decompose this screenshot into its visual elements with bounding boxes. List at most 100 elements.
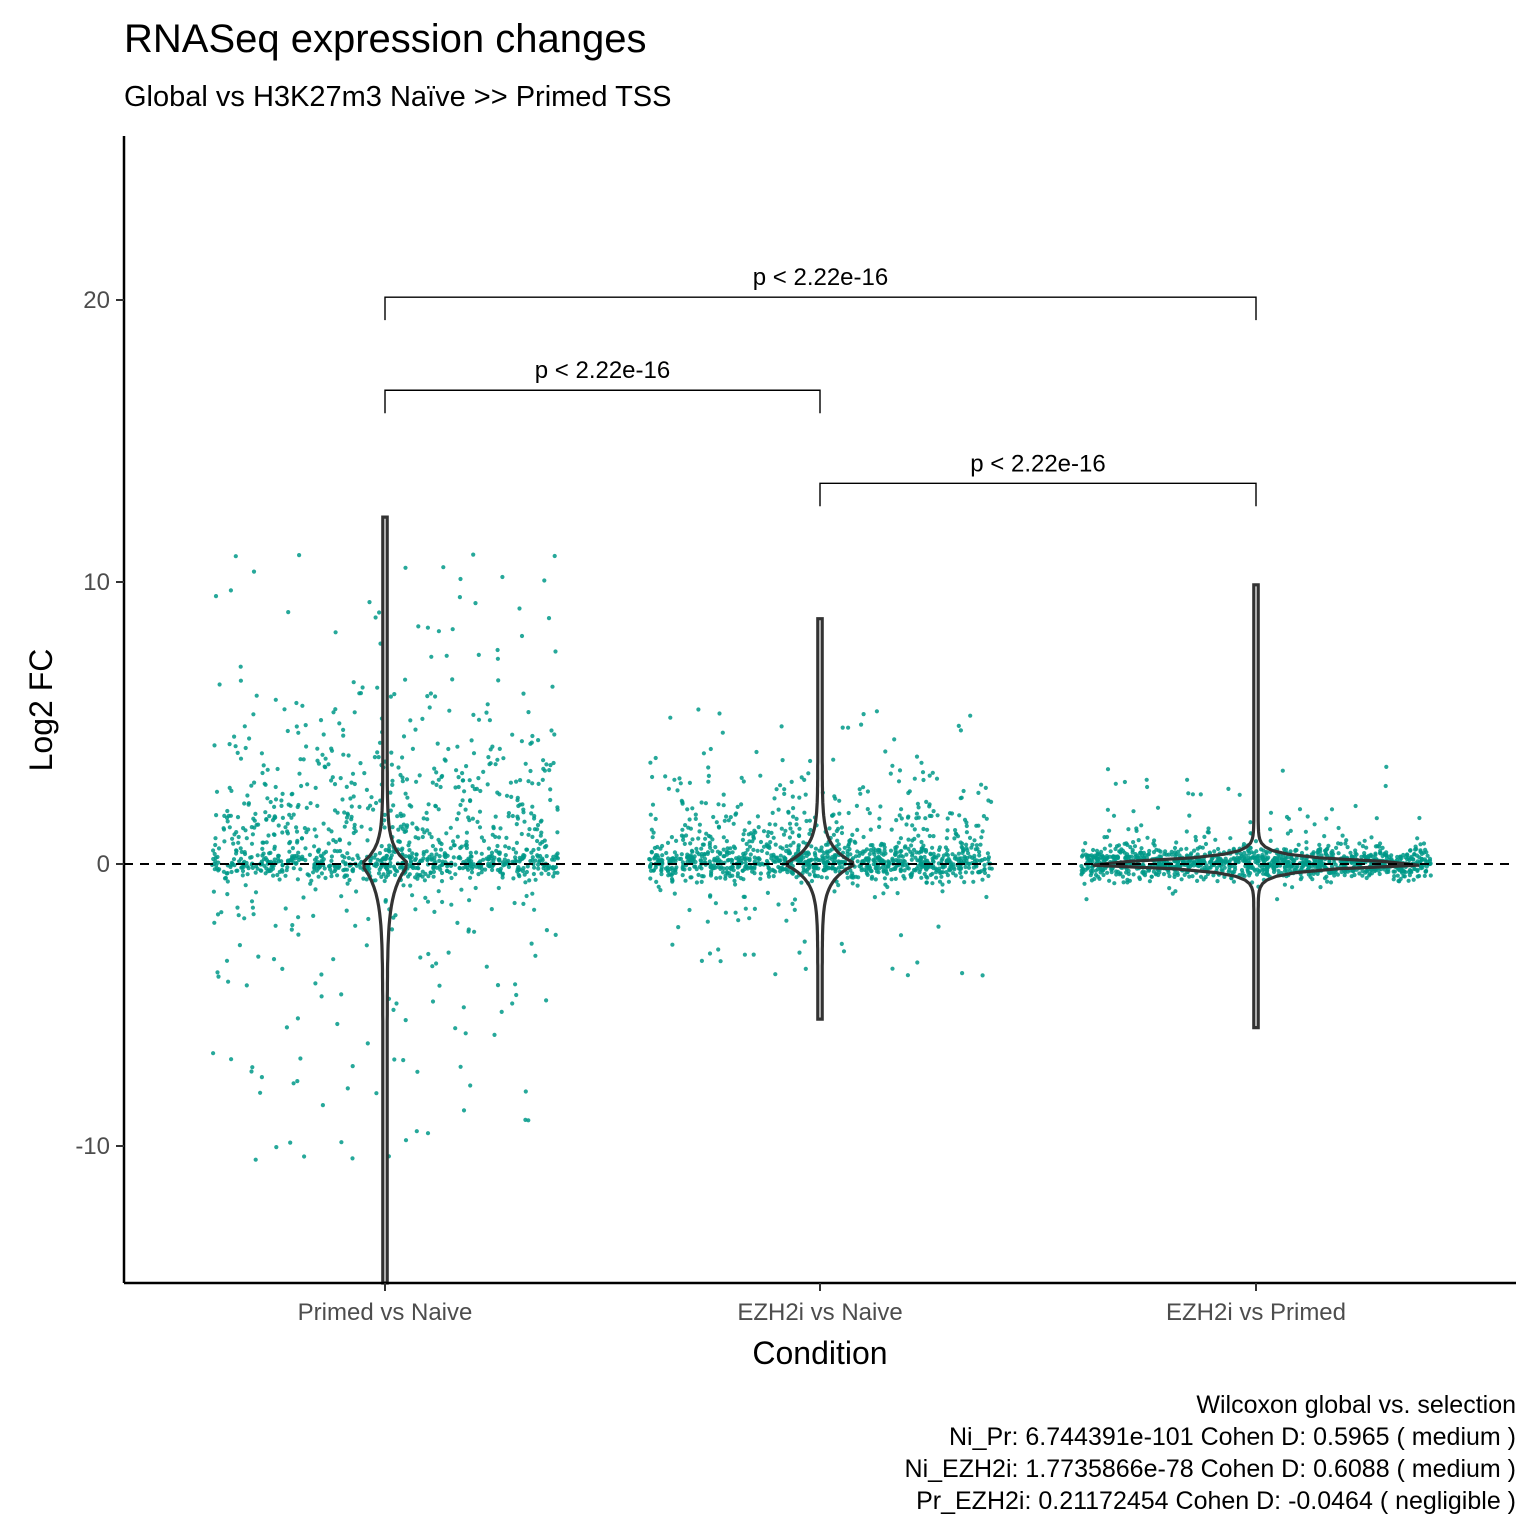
data-point <box>660 853 665 858</box>
data-point <box>953 828 958 833</box>
data-point <box>425 694 430 699</box>
data-point <box>1317 860 1322 865</box>
data-point <box>1187 874 1192 879</box>
data-point <box>747 839 752 844</box>
data-point <box>423 871 428 877</box>
data-point <box>756 825 761 830</box>
data-point <box>318 853 323 858</box>
data-point <box>699 846 704 851</box>
data-point <box>426 951 431 957</box>
data-point <box>319 972 324 977</box>
data-point <box>453 1026 458 1031</box>
data-point <box>700 874 705 879</box>
data-point <box>555 851 560 856</box>
data-point <box>680 873 685 878</box>
data-point <box>687 817 692 822</box>
data-point <box>831 757 836 762</box>
data-point <box>312 865 317 870</box>
data-point <box>433 694 438 699</box>
data-point <box>1157 870 1162 875</box>
data-point <box>697 822 703 827</box>
data-point <box>307 852 312 858</box>
data-point <box>759 848 765 854</box>
data-point <box>321 851 326 856</box>
data-point <box>428 691 433 696</box>
data-point <box>305 782 310 787</box>
data-point <box>438 847 444 852</box>
data-point <box>485 782 490 787</box>
data-point <box>225 892 230 897</box>
data-point <box>1383 783 1388 789</box>
data-point <box>889 877 894 882</box>
data-point <box>496 678 501 683</box>
data-point <box>733 812 738 817</box>
data-point <box>329 748 335 753</box>
data-point <box>524 847 529 852</box>
data-point <box>413 856 418 861</box>
data-point <box>872 852 877 857</box>
data-point <box>503 853 508 858</box>
data-point <box>1360 844 1365 849</box>
data-point <box>329 874 334 879</box>
data-point <box>1226 786 1231 792</box>
data-point <box>653 816 658 822</box>
data-point <box>1198 792 1203 797</box>
data-point <box>529 811 534 816</box>
data-point <box>920 770 926 775</box>
data-point <box>425 858 430 863</box>
data-point <box>449 875 454 881</box>
data-point <box>285 829 290 834</box>
data-point <box>1145 784 1150 790</box>
data-point <box>801 864 806 870</box>
data-point <box>271 957 277 962</box>
data-point <box>738 858 744 864</box>
data-point <box>476 717 482 722</box>
data-point <box>466 929 471 934</box>
data-point <box>225 808 230 814</box>
data-point <box>1139 846 1144 851</box>
data-point <box>797 950 802 955</box>
data-point <box>537 858 543 863</box>
data-point <box>519 831 524 837</box>
caption-line: Pr_EZH2i: 0.21172454 Cohen D: -0.0464 ( … <box>916 1487 1516 1515</box>
data-point <box>492 1032 497 1037</box>
data-point <box>944 836 950 841</box>
data-point <box>744 841 749 847</box>
data-point <box>382 825 387 830</box>
data-point <box>243 745 248 751</box>
data-point <box>964 830 970 835</box>
data-point <box>1266 864 1271 869</box>
data-point <box>381 872 386 877</box>
data-point <box>1223 860 1228 865</box>
data-point <box>874 709 880 714</box>
data-point <box>453 872 458 877</box>
data-point <box>458 576 463 582</box>
data-point <box>958 870 963 876</box>
data-point <box>546 871 551 877</box>
data-point <box>552 732 557 737</box>
data-point <box>916 805 921 810</box>
data-point <box>820 854 825 859</box>
data-point <box>285 728 290 734</box>
data-point <box>691 857 696 862</box>
data-point <box>931 855 937 860</box>
data-point <box>679 833 685 838</box>
data-point <box>1406 869 1411 875</box>
data-point <box>966 861 971 866</box>
data-point <box>839 941 844 947</box>
data-point <box>227 825 232 830</box>
data-point <box>294 861 299 866</box>
data-point <box>1172 874 1177 880</box>
data-point <box>1380 845 1385 851</box>
data-point <box>779 826 784 831</box>
data-point <box>388 808 393 813</box>
data-point <box>766 865 771 871</box>
data-point <box>1418 848 1423 853</box>
data-point <box>493 762 498 767</box>
data-point <box>538 819 543 824</box>
significance-brackets: p < 2.22e-16p < 2.22e-16p < 2.22e-16 <box>384 264 1257 507</box>
data-point <box>802 810 807 815</box>
data-point <box>523 1089 528 1094</box>
data-point <box>245 872 250 877</box>
x-tick-label: EZH2i vs Naive <box>737 1299 902 1326</box>
